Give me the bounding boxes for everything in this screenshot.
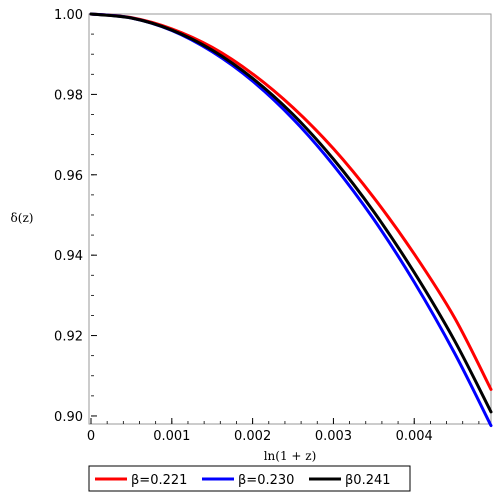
legend-label: β=0.221 <box>131 473 187 488</box>
plot-area-frame <box>88 13 492 425</box>
legend: β=0.221 β=0.230 β0.241 <box>88 465 411 492</box>
legend-box <box>88 465 411 492</box>
y-axis-title: δ(z) <box>11 211 34 225</box>
legend-label: β0.241 <box>345 473 391 488</box>
y-tick-label: 0.96 <box>54 169 83 184</box>
x-tick-label: 0.001 <box>153 429 190 444</box>
series-line-3 <box>89 12 493 414</box>
y-tick-label: 0.98 <box>54 88 83 103</box>
minor-ticks <box>90 13 480 424</box>
legend-label: β=0.230 <box>238 473 294 488</box>
y-tick-label: 0.94 <box>54 249 83 264</box>
series-line-2 <box>89 12 493 428</box>
y-tick-label: 0.90 <box>54 410 83 425</box>
series-line-1 <box>89 12 493 391</box>
series-lines <box>89 12 493 428</box>
x-tick-label: 0.003 <box>315 429 352 444</box>
y-axis: 0.90 0.92 0.94 0.96 0.98 1.00 <box>54 8 97 425</box>
x-tick-label: 0.004 <box>396 429 433 444</box>
x-tick-label: 0.002 <box>234 429 271 444</box>
x-axis-title: ln(1 + z) <box>264 449 317 463</box>
y-tick-label: 1.00 <box>54 8 83 23</box>
x-tick-label: 0 <box>87 429 95 444</box>
x-axis: 0 0.001 0.002 0.003 0.004 <box>87 418 433 444</box>
y-tick-label: 0.92 <box>54 330 83 345</box>
